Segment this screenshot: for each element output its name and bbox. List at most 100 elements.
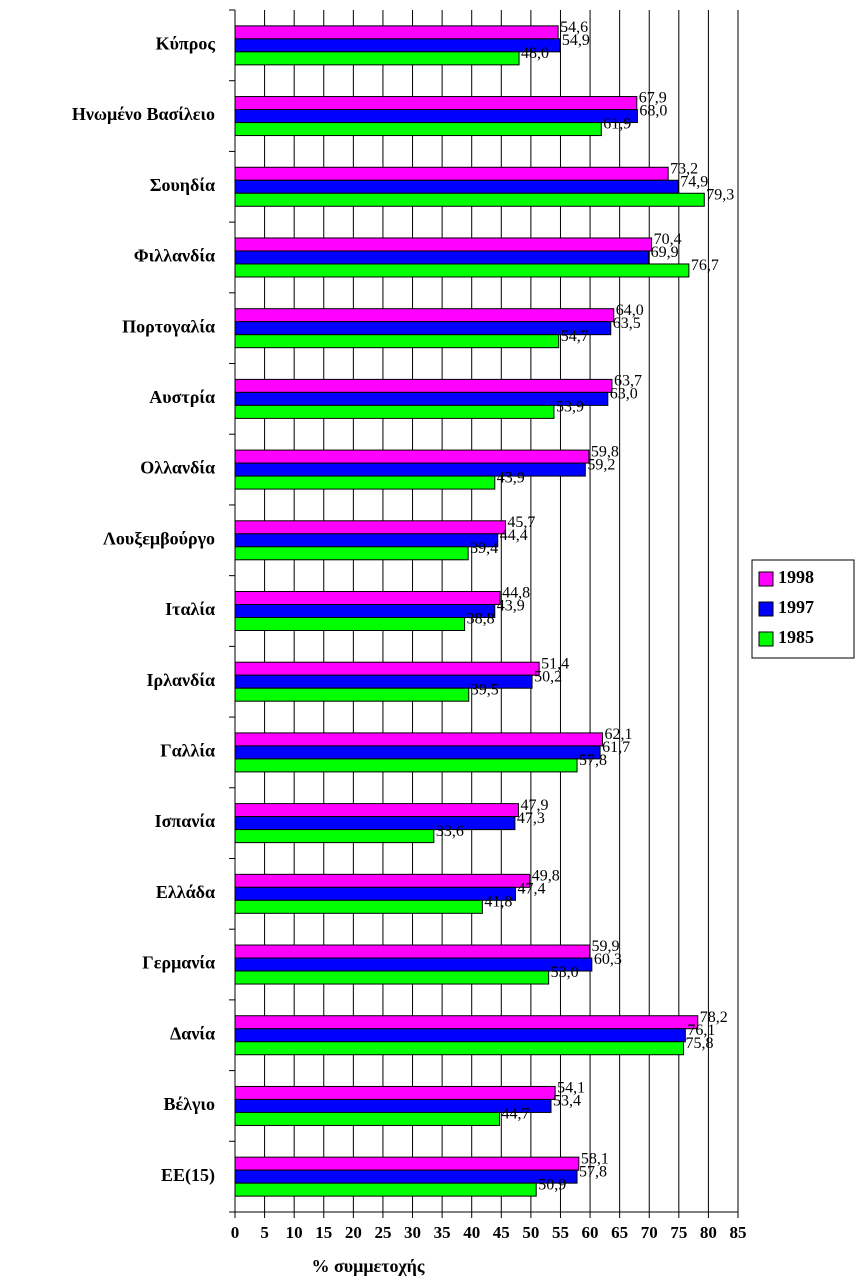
category-label: Σουηδία: [150, 175, 215, 195]
bar: [234, 25, 559, 40]
bar: [234, 816, 516, 831]
category-label: Ελλάδα: [156, 882, 215, 902]
value-label: 44,8: [502, 585, 530, 602]
bar: [234, 591, 501, 605]
bar: [234, 462, 586, 477]
x-tick-label: 70: [641, 1223, 658, 1242]
value-label: 76,7: [691, 257, 719, 274]
legend-label: 1985: [778, 627, 814, 647]
bar: [234, 1085, 556, 1100]
value-label: 53,9: [556, 399, 584, 416]
bar: [234, 122, 602, 137]
bar: [234, 1028, 686, 1043]
value-label: 70,4: [654, 231, 682, 248]
category-label: Γερμανία: [142, 953, 215, 973]
value-label: 78,2: [700, 1009, 728, 1026]
category-label: Δανία: [170, 1023, 215, 1043]
legend-swatch: [758, 571, 774, 587]
bar: [234, 687, 470, 702]
bar: [234, 661, 540, 676]
value-label: 54,9: [562, 32, 590, 49]
category-label: Κύπρος: [156, 33, 216, 53]
bar: [234, 96, 638, 111]
value-label: 50,9: [538, 1176, 566, 1193]
value-label: 39,4: [470, 540, 498, 557]
value-label: 49,8: [532, 867, 560, 884]
bar: [234, 334, 560, 349]
value-label: 68,0: [639, 103, 667, 120]
x-tick-label: 0: [231, 1223, 240, 1242]
category-label: Ιταλία: [165, 599, 215, 619]
value-label: 41,8: [484, 893, 512, 910]
category-label: ΕΕ(15): [161, 1165, 215, 1186]
category-label: Πορτογαλία: [122, 316, 215, 336]
x-axis-title: % συμμετοχής: [312, 1256, 425, 1276]
x-tick-label: 50: [522, 1223, 539, 1242]
value-label: 39,5: [471, 681, 499, 698]
bar: [234, 758, 578, 773]
x-tick-label: 65: [611, 1223, 628, 1242]
category-label: Λουξεμβούργο: [103, 528, 215, 549]
value-label: 67,9: [639, 90, 667, 107]
x-tick-label: 35: [434, 1223, 451, 1242]
bar: [234, 263, 690, 278]
bar: [234, 533, 499, 548]
value-label: 74,9: [680, 173, 708, 190]
category-label: Ηνωμένο Βασίλειο: [72, 104, 215, 124]
category-label: Αυστρία: [149, 387, 215, 407]
value-label: 43,9: [497, 598, 525, 615]
value-label: 44,7: [502, 1106, 530, 1123]
bar: [234, 886, 516, 901]
bar: [234, 944, 590, 959]
value-label: 43,9: [497, 469, 525, 486]
bar: [234, 617, 466, 631]
bar: [234, 745, 601, 760]
legend-label: 1998: [778, 567, 814, 587]
x-tick-label: 75: [670, 1223, 687, 1242]
x-tick-label: 20: [345, 1223, 362, 1242]
bar: [234, 873, 531, 888]
bar: [234, 192, 705, 207]
bar: [234, 1015, 699, 1030]
bar: [234, 321, 612, 336]
value-label: 33,6: [436, 823, 464, 840]
value-label: 75,8: [686, 1035, 714, 1052]
value-label: 79,3: [706, 186, 734, 203]
value-label: 64,0: [616, 302, 644, 319]
bar: [234, 520, 506, 535]
value-label: 76,1: [687, 1022, 715, 1039]
bar: [234, 378, 613, 393]
value-label: 57,8: [579, 1163, 607, 1180]
bar: [234, 1182, 537, 1197]
x-tick-label: 25: [374, 1223, 391, 1242]
bar: [234, 970, 550, 985]
value-label: 51,4: [541, 655, 569, 672]
value-label: 47,9: [520, 797, 548, 814]
bar: [234, 803, 519, 818]
x-tick-label: 15: [315, 1223, 332, 1242]
value-label: 61,9: [603, 116, 631, 133]
bar: [234, 391, 609, 406]
bar: [234, 829, 435, 844]
x-tick-label: 55: [552, 1223, 569, 1242]
bar: [234, 308, 615, 323]
x-tick-label: 45: [493, 1223, 510, 1242]
value-label: 54,1: [557, 1080, 585, 1097]
bar: [234, 1041, 685, 1056]
bar: [234, 1169, 578, 1184]
value-label: 44,4: [500, 527, 528, 544]
legend-label: 1997: [778, 597, 814, 617]
value-label: 48,0: [521, 45, 549, 62]
bar: [234, 449, 590, 464]
bar: [234, 38, 561, 53]
x-tick-label: 85: [730, 1223, 747, 1242]
bar: [234, 1111, 501, 1126]
category-label: Ολλανδία: [140, 458, 215, 478]
value-label: 63,5: [613, 315, 641, 332]
value-label: 38,8: [467, 611, 495, 628]
bar: [234, 250, 650, 265]
x-tick-label: 30: [404, 1223, 421, 1242]
value-label: 59,8: [591, 443, 619, 460]
value-label: 63,7: [614, 373, 642, 390]
